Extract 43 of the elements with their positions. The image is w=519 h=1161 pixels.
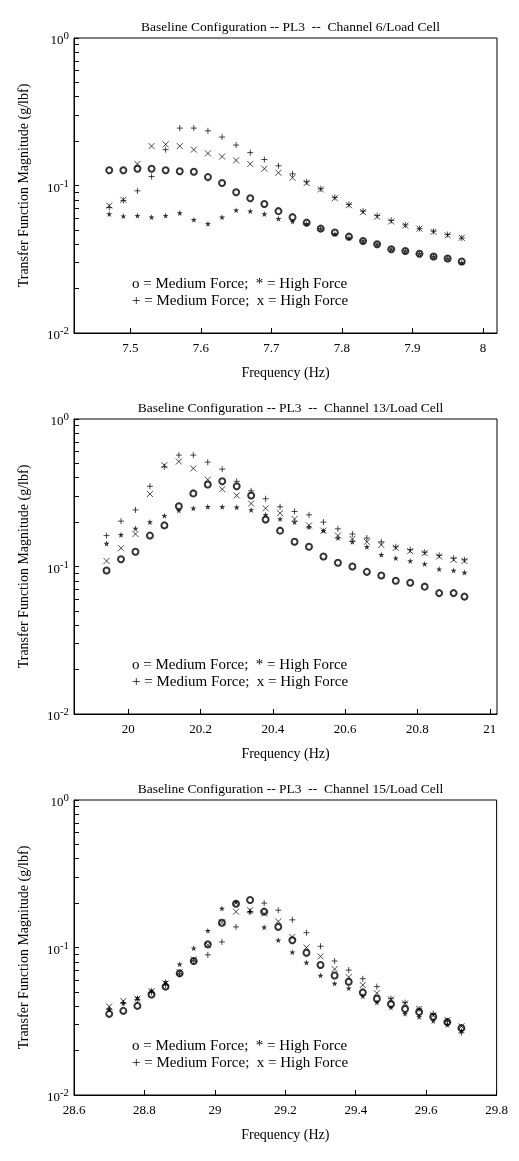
y-tick-label: 10$^{0}$ [50, 28, 69, 48]
x-tick-label: 21 [483, 721, 497, 736]
x-tick-label: 7.9 [404, 340, 421, 355]
x-tick-label: 7.7 [263, 340, 281, 355]
annotation: o = Medium Force; * = High Force [132, 1036, 348, 1053]
y-tick-label: 10$^{-1}$ [46, 557, 69, 576]
y-tick-label: 10$^{-2}$ [46, 704, 69, 724]
x-tick-label: 29.8 [485, 1102, 508, 1117]
chart-title: Baseline Configuration -- PL3 -- Channel 15/Load Cell [137, 780, 444, 796]
x-tick-label: 20 [121, 721, 135, 736]
x-tick-label: 8 [479, 340, 487, 355]
x-axis-title: Frequency (Hz) [241, 745, 330, 762]
y-axis-title: Transfer Function Magnitude (g/lbf) [15, 845, 32, 1050]
y-tick-label: 10$^{-1}$ [46, 176, 69, 195]
x-tick-label: 7.5 [122, 340, 139, 355]
annotation: + = Medium Force; x = High Force [132, 1053, 349, 1070]
x-tick-label: 20.8 [406, 721, 429, 736]
chart-title: Baseline Configuration -- PL3 -- Channel 6/Load Cell [141, 18, 441, 34]
y-axis-title: Transfer Function Magnitude (g/lbf) [15, 464, 32, 669]
x-tick-label: 20.2 [189, 721, 212, 736]
annotation: + = Medium Force; x = High Force [132, 672, 349, 689]
x-tick-label: 28.6 [62, 1102, 86, 1117]
annotation: o = Medium Force; * = High Force [132, 274, 348, 291]
y-tick-label: 10$^{0}$ [50, 790, 69, 810]
chart-title: Baseline Configuration -- PL3 -- Channel 13/Load Cell [137, 399, 444, 415]
y-tick-label: 10$^{-2}$ [46, 323, 69, 343]
x-axis-title: Frequency (Hz) [241, 364, 330, 381]
x-tick-label: 29.2 [273, 1102, 297, 1117]
x-tick-label: 29.6 [414, 1102, 439, 1117]
x-tick-label: 7.6 [192, 340, 210, 355]
x-tick-label: 28.8 [133, 1102, 156, 1117]
x-tick-label: 29.4 [344, 1102, 368, 1117]
x-tick-label: 20.6 [333, 721, 358, 736]
x-tick-label: 7.8 [333, 340, 351, 355]
y-tick-label: 10$^{-2}$ [46, 1085, 69, 1105]
annotation: o = Medium Force; * = High Force [132, 655, 348, 672]
x-tick-label: 29 [208, 1102, 222, 1117]
x-axis-title: Frequency (Hz) [241, 1126, 330, 1143]
x-tick-label: 20.4 [261, 721, 285, 736]
annotation: + = Medium Force; x = High Force [132, 291, 349, 308]
y-tick-label: 10$^{0}$ [50, 409, 69, 429]
y-tick-label: 10$^{-1}$ [46, 938, 69, 957]
y-axis-title: Transfer Function Magnitude (g/lbf) [15, 83, 32, 288]
